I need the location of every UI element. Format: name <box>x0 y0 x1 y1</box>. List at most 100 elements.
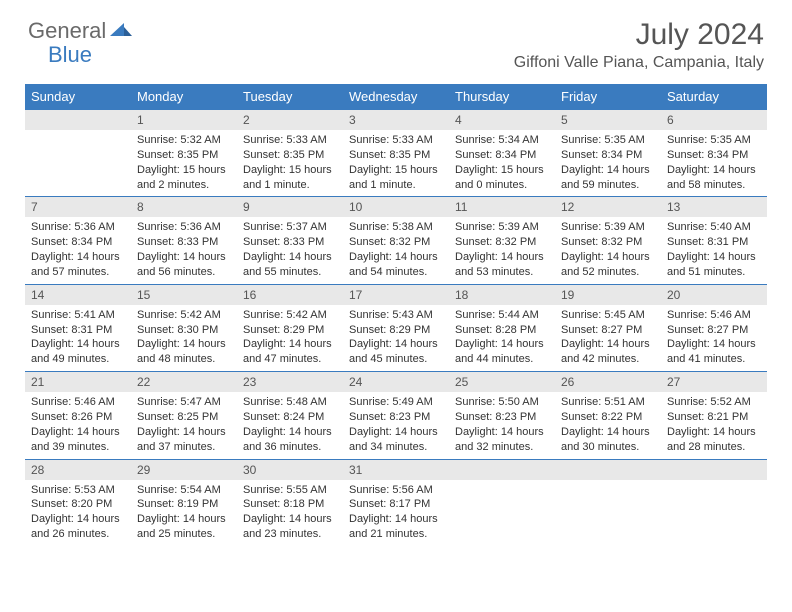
day-details: Sunrise: 5:48 AMSunset: 8:24 PMDaylight:… <box>237 392 343 458</box>
day-content-cell: Sunrise: 5:38 AMSunset: 8:32 PMDaylight:… <box>343 217 449 284</box>
day-number-cell <box>661 459 767 480</box>
weekday-header: Wednesday <box>343 84 449 110</box>
day-number-cell: 10 <box>343 197 449 218</box>
day-details: Sunrise: 5:52 AMSunset: 8:21 PMDaylight:… <box>661 392 767 458</box>
day-number-cell: 22 <box>131 372 237 393</box>
month-title: July 2024 <box>514 18 764 52</box>
day-content-cell: Sunrise: 5:32 AMSunset: 8:35 PMDaylight:… <box>131 130 237 197</box>
day-content-cell <box>25 130 131 197</box>
day-number-cell: 18 <box>449 284 555 305</box>
day-number-cell: 29 <box>131 459 237 480</box>
day-number: 7 <box>25 197 131 217</box>
day-content-cell: Sunrise: 5:45 AMSunset: 8:27 PMDaylight:… <box>555 305 661 372</box>
day-content-row: Sunrise: 5:36 AMSunset: 8:34 PMDaylight:… <box>25 217 767 284</box>
day-number-cell: 21 <box>25 372 131 393</box>
day-number-cell: 25 <box>449 372 555 393</box>
day-content-cell: Sunrise: 5:39 AMSunset: 8:32 PMDaylight:… <box>555 217 661 284</box>
day-number: 29 <box>131 460 237 480</box>
day-details: Sunrise: 5:33 AMSunset: 8:35 PMDaylight:… <box>237 130 343 196</box>
day-details: Sunrise: 5:56 AMSunset: 8:17 PMDaylight:… <box>343 480 449 546</box>
day-content-cell: Sunrise: 5:51 AMSunset: 8:22 PMDaylight:… <box>555 392 661 459</box>
day-content-cell: Sunrise: 5:41 AMSunset: 8:31 PMDaylight:… <box>25 305 131 372</box>
day-content-cell: Sunrise: 5:43 AMSunset: 8:29 PMDaylight:… <box>343 305 449 372</box>
day-content-cell: Sunrise: 5:44 AMSunset: 8:28 PMDaylight:… <box>449 305 555 372</box>
day-number: 31 <box>343 460 449 480</box>
day-number: 17 <box>343 285 449 305</box>
day-number-cell: 19 <box>555 284 661 305</box>
day-number-cell: 15 <box>131 284 237 305</box>
day-number-cell: 16 <box>237 284 343 305</box>
day-content-cell: Sunrise: 5:54 AMSunset: 8:19 PMDaylight:… <box>131 480 237 546</box>
day-number-cell: 4 <box>449 110 555 131</box>
day-number-cell: 6 <box>661 110 767 131</box>
day-content-cell: Sunrise: 5:42 AMSunset: 8:30 PMDaylight:… <box>131 305 237 372</box>
day-details: Sunrise: 5:46 AMSunset: 8:26 PMDaylight:… <box>25 392 131 458</box>
day-content-cell: Sunrise: 5:52 AMSunset: 8:21 PMDaylight:… <box>661 392 767 459</box>
day-content-cell <box>661 480 767 546</box>
day-number-cell: 7 <box>25 197 131 218</box>
weekday-header: Friday <box>555 84 661 110</box>
day-details: Sunrise: 5:36 AMSunset: 8:34 PMDaylight:… <box>25 217 131 283</box>
day-number-row: 28293031 <box>25 459 767 480</box>
weekday-header: Monday <box>131 84 237 110</box>
day-content-cell: Sunrise: 5:33 AMSunset: 8:35 PMDaylight:… <box>237 130 343 197</box>
day-content-cell: Sunrise: 5:42 AMSunset: 8:29 PMDaylight:… <box>237 305 343 372</box>
day-number-cell: 17 <box>343 284 449 305</box>
day-number: 2 <box>237 110 343 130</box>
day-number-cell: 28 <box>25 459 131 480</box>
day-number: 16 <box>237 285 343 305</box>
day-number-row: 21222324252627 <box>25 372 767 393</box>
day-content-cell: Sunrise: 5:34 AMSunset: 8:34 PMDaylight:… <box>449 130 555 197</box>
day-number: 11 <box>449 197 555 217</box>
day-number: 26 <box>555 372 661 392</box>
day-number-cell: 23 <box>237 372 343 393</box>
day-content-cell: Sunrise: 5:47 AMSunset: 8:25 PMDaylight:… <box>131 392 237 459</box>
day-content-cell: Sunrise: 5:48 AMSunset: 8:24 PMDaylight:… <box>237 392 343 459</box>
weekday-header: Saturday <box>661 84 767 110</box>
day-number-cell: 11 <box>449 197 555 218</box>
day-number: 12 <box>555 197 661 217</box>
day-number: 25 <box>449 372 555 392</box>
day-content-row: Sunrise: 5:46 AMSunset: 8:26 PMDaylight:… <box>25 392 767 459</box>
day-content-cell: Sunrise: 5:36 AMSunset: 8:33 PMDaylight:… <box>131 217 237 284</box>
day-details: Sunrise: 5:51 AMSunset: 8:22 PMDaylight:… <box>555 392 661 458</box>
day-details: Sunrise: 5:42 AMSunset: 8:29 PMDaylight:… <box>237 305 343 371</box>
day-content-cell: Sunrise: 5:56 AMSunset: 8:17 PMDaylight:… <box>343 480 449 546</box>
day-number: 8 <box>131 197 237 217</box>
day-details: Sunrise: 5:33 AMSunset: 8:35 PMDaylight:… <box>343 130 449 196</box>
day-number-cell: 30 <box>237 459 343 480</box>
day-number-cell: 1 <box>131 110 237 131</box>
location-subtitle: Giffoni Valle Piana, Campania, Italy <box>514 54 764 72</box>
weekday-header: Sunday <box>25 84 131 110</box>
day-details: Sunrise: 5:42 AMSunset: 8:30 PMDaylight:… <box>131 305 237 371</box>
logo-text-blue-wrap: Blue <box>48 42 92 68</box>
day-number-cell: 13 <box>661 197 767 218</box>
day-number-cell: 24 <box>343 372 449 393</box>
day-number: 27 <box>661 372 767 392</box>
logo-triangle-icon <box>110 20 132 43</box>
day-number: 15 <box>131 285 237 305</box>
day-number-cell: 2 <box>237 110 343 131</box>
day-content-cell: Sunrise: 5:46 AMSunset: 8:26 PMDaylight:… <box>25 392 131 459</box>
day-content-cell: Sunrise: 5:39 AMSunset: 8:32 PMDaylight:… <box>449 217 555 284</box>
day-number-cell: 9 <box>237 197 343 218</box>
day-number: 1 <box>131 110 237 130</box>
day-number: 28 <box>25 460 131 480</box>
day-details: Sunrise: 5:53 AMSunset: 8:20 PMDaylight:… <box>25 480 131 546</box>
day-number-row: 14151617181920 <box>25 284 767 305</box>
day-number: 24 <box>343 372 449 392</box>
day-number: 6 <box>661 110 767 130</box>
weekday-header: Thursday <box>449 84 555 110</box>
day-details: Sunrise: 5:38 AMSunset: 8:32 PMDaylight:… <box>343 217 449 283</box>
day-number: 10 <box>343 197 449 217</box>
day-number-cell <box>25 110 131 131</box>
day-number-cell: 8 <box>131 197 237 218</box>
day-content-cell: Sunrise: 5:36 AMSunset: 8:34 PMDaylight:… <box>25 217 131 284</box>
day-details: Sunrise: 5:39 AMSunset: 8:32 PMDaylight:… <box>449 217 555 283</box>
day-content-cell: Sunrise: 5:37 AMSunset: 8:33 PMDaylight:… <box>237 217 343 284</box>
day-details: Sunrise: 5:37 AMSunset: 8:33 PMDaylight:… <box>237 217 343 283</box>
day-number-cell: 3 <box>343 110 449 131</box>
day-number: 5 <box>555 110 661 130</box>
day-content-row: Sunrise: 5:53 AMSunset: 8:20 PMDaylight:… <box>25 480 767 546</box>
day-details: Sunrise: 5:44 AMSunset: 8:28 PMDaylight:… <box>449 305 555 371</box>
